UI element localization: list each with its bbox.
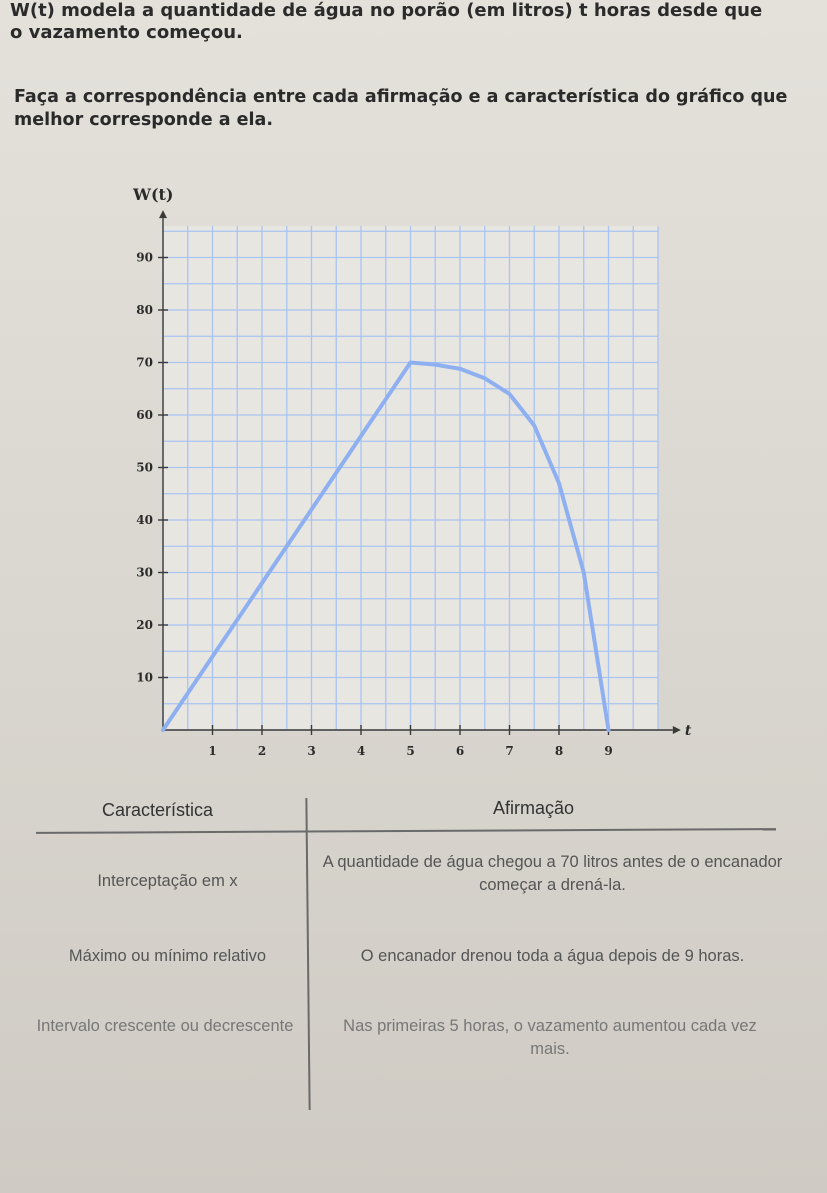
- y-tick-label: 20: [136, 618, 153, 632]
- data-line-w-t: [161, 360, 611, 732]
- y-tick-label: 80: [136, 303, 153, 317]
- row-2-statement: O encanador drenou toda a água depois de…: [360, 947, 745, 965]
- line-chart: W(t) t 1 2 3 4 5 6 7 8 9 10 20 30 40 50 60 70 80 90: [132, 185, 692, 758]
- y-tick-label: 90: [136, 251, 153, 265]
- column-divider: [305, 797, 311, 1111]
- y-axis-label: W(t): [132, 185, 174, 204]
- header-statement: Afirmação: [493, 798, 575, 818]
- x-tick-label: 1: [208, 744, 216, 758]
- x-tick-label: 3: [307, 744, 315, 758]
- y-tick-label: 30: [136, 566, 153, 580]
- y-tick-label: 50: [136, 461, 153, 475]
- x-tick-label: 9: [604, 744, 612, 758]
- x-axis-arrow: [672, 726, 681, 734]
- x-tick-label: 5: [406, 744, 414, 758]
- intro-line-2: o vazamento começou.: [10, 22, 243, 43]
- x-tick-label: 7: [505, 744, 513, 758]
- row-1-characteristic: Interceptação em x: [97, 872, 238, 890]
- y-tick-label: 40: [136, 513, 153, 527]
- problem-intro: W(t) modela a quantidade de água no porã…: [10, 0, 810, 44]
- y-tick-label: 70: [136, 356, 153, 370]
- row-3-characteristic: Intervalo crescente ou decrescente: [36, 1017, 294, 1035]
- y-axis-arrow: [159, 210, 167, 219]
- instruction-text: Faça a correspondência entre cada afirma…: [14, 87, 788, 130]
- row-1-statement: A quantidade de água chegou a 70 litros …: [322, 853, 783, 894]
- x-tick-label: 2: [258, 744, 266, 758]
- x-tick-label: 8: [555, 744, 563, 758]
- header-divider: [35, 828, 777, 834]
- y-tick-label: 60: [136, 408, 153, 422]
- y-tick-label: 10: [136, 671, 153, 685]
- row-2-characteristic: Máximo ou mínimo relativo: [68, 947, 267, 965]
- intro-line-1: W(t) modela a quantidade de água no porã…: [10, 0, 763, 21]
- row-3-statement: Nas primeiras 5 horas, o vazamento aumen…: [343, 1017, 757, 1058]
- header-characteristic: Característica: [102, 800, 214, 820]
- x-axis-label: t: [685, 723, 692, 739]
- x-tick-label: 4: [357, 744, 365, 758]
- x-tick-label: 6: [456, 744, 464, 758]
